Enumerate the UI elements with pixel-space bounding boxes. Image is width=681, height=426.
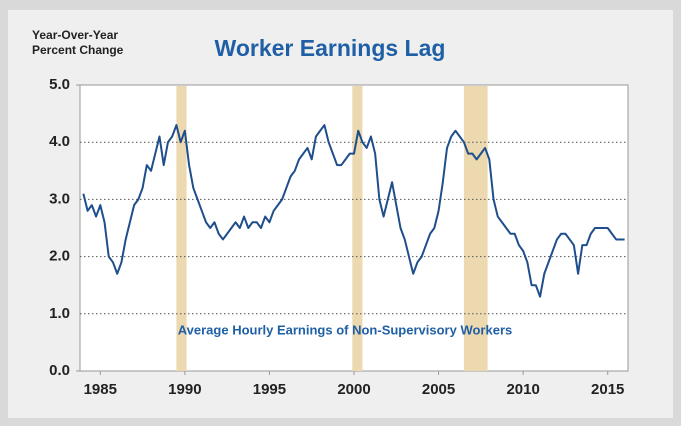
x-tick-label: 2005 [422, 381, 455, 398]
x-tick-label: 1995 [253, 381, 286, 398]
y-tick-label: 0.0 [49, 362, 70, 379]
chart-title: Worker Earnings Lag [215, 35, 446, 61]
x-tick-label: 2015 [591, 381, 624, 398]
recession-band [352, 86, 363, 371]
y-tick-label: 4.0 [49, 133, 70, 150]
annotation: Average Hourly Earnings of Non-Superviso… [178, 322, 512, 337]
y-tick-label: 5.0 [49, 76, 70, 93]
y-axis-label: Year-Over-Year [32, 28, 118, 42]
recession-band [463, 86, 488, 371]
y-axis-label: Percent Change [32, 43, 124, 57]
recession-band [176, 86, 187, 371]
x-tick-label: 2000 [337, 381, 370, 398]
x-tick-label: 1990 [168, 381, 201, 398]
x-tick-label: 2010 [506, 381, 539, 398]
x-tick-label: 1985 [84, 381, 117, 398]
y-tick-label: 2.0 [49, 248, 70, 265]
y-tick-label: 3.0 [49, 190, 70, 207]
y-tick-label: 1.0 [49, 305, 70, 322]
data-line [82, 124, 625, 298]
